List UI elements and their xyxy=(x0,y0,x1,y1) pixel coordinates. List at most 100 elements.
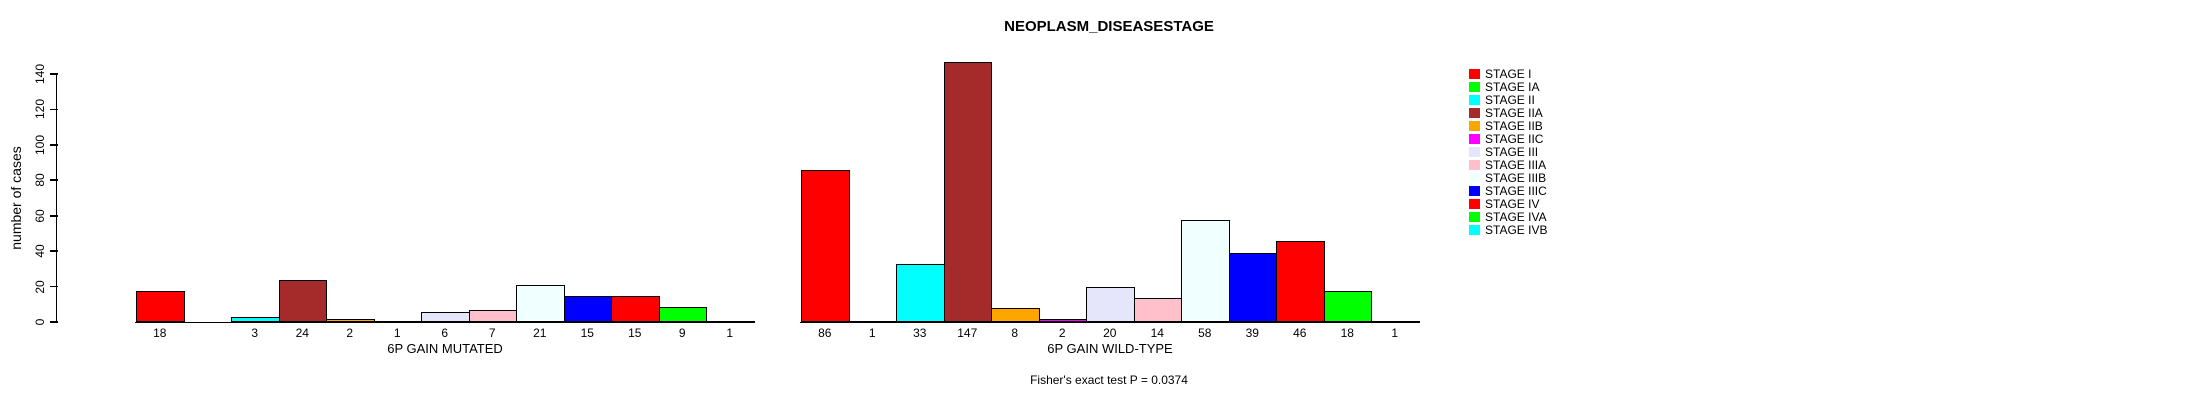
legend-label: STAGE III xyxy=(1485,144,1539,159)
bar-stage-iic xyxy=(373,320,422,323)
legend-label: STAGE IA xyxy=(1485,79,1540,94)
bar-stage-iii xyxy=(1086,287,1135,323)
legend-swatch-stage-iia xyxy=(1469,107,1480,118)
bar-count-label: 15 xyxy=(628,326,642,340)
legend-label: STAGE IIA xyxy=(1485,105,1543,120)
y-axis-tick-label: 120 xyxy=(33,99,47,120)
bar-stage-ia xyxy=(848,320,897,323)
group-label-wild-type: 6P GAIN WILD-TYPE xyxy=(1047,341,1173,356)
y-axis-tick xyxy=(49,108,58,111)
y-axis-tick xyxy=(49,179,58,182)
legend-label: STAGE IIIB xyxy=(1485,170,1547,185)
bar-count-label: 2 xyxy=(346,326,354,340)
bar-stage-i xyxy=(136,290,185,323)
bar-stage-iia xyxy=(943,62,992,323)
legend-label: STAGE IIB xyxy=(1485,118,1543,133)
legend-label: STAGE IIC xyxy=(1485,131,1544,146)
bar-count-label: 39 xyxy=(1245,326,1259,340)
bar-count-label: 58 xyxy=(1198,326,1212,340)
bar-stage-i xyxy=(801,170,850,323)
bar-count-label: 14 xyxy=(1150,326,1164,340)
bar-count-label: 8 xyxy=(1011,326,1019,340)
bar-stage-ii xyxy=(231,317,280,323)
y-axis-tick-label: 60 xyxy=(33,209,47,223)
legend-swatch-stage-iic xyxy=(1469,133,1480,144)
legend-swatch-stage-iiic xyxy=(1469,185,1480,196)
legend-swatch-stage-iva xyxy=(1469,211,1480,222)
bar-count-label: 3 xyxy=(251,326,259,340)
legend-item: STAGE IV xyxy=(1469,197,1547,210)
bar-count-label: 7 xyxy=(488,326,496,340)
bar-stage-ivb xyxy=(706,320,755,323)
legend-swatch-stage-ia xyxy=(1469,81,1480,92)
legend-label: STAGE IIIA xyxy=(1485,157,1547,172)
bar-count-label: 147 xyxy=(957,326,978,340)
y-axis-tick-label: 100 xyxy=(33,134,47,155)
y-axis-tick-label: 40 xyxy=(33,244,47,258)
bar-count-label: 86 xyxy=(818,326,832,340)
bar-stage-iiib xyxy=(516,285,565,323)
legend-item: STAGE IIIC xyxy=(1469,184,1547,197)
bar-count-label: 18 xyxy=(153,326,167,340)
bar-stage-iva xyxy=(658,306,707,323)
y-axis-tick xyxy=(49,144,58,146)
bar-stage-iiic xyxy=(1228,253,1277,323)
legend-swatch-stage-ivb xyxy=(1469,224,1480,235)
legend-swatch-stage-iiib xyxy=(1469,172,1480,183)
legend-swatch-stage-iii xyxy=(1469,146,1480,157)
bar-count-label: 24 xyxy=(295,326,309,340)
fisher-test-annotation: Fisher's exact test P = 0.0374 xyxy=(1030,373,1188,387)
legend-swatch-stage-i xyxy=(1469,68,1480,79)
legend-swatch-stage-iiia xyxy=(1469,159,1480,170)
y-axis-tick-label: 80 xyxy=(33,173,47,187)
bar-stage-iia xyxy=(278,279,327,323)
y-axis-line xyxy=(55,74,58,322)
legend-item: STAGE IA xyxy=(1469,80,1547,93)
bar-count-label: 6 xyxy=(441,326,449,340)
bar-stage-iib xyxy=(326,318,375,323)
legend-item: STAGE II xyxy=(1469,93,1547,106)
y-axis-tick xyxy=(49,321,58,323)
legend-item: STAGE IIA xyxy=(1469,106,1547,119)
bar-stage-iv xyxy=(611,295,660,323)
legend-label: STAGE IIIC xyxy=(1485,183,1547,198)
group-label-mutated: 6P GAIN MUTATED xyxy=(387,341,503,356)
legend-label: STAGE IVA xyxy=(1485,209,1547,224)
legend-item: STAGE IIIA xyxy=(1469,158,1547,171)
legend-swatch-stage-iv xyxy=(1469,198,1480,209)
bar-count-label: 46 xyxy=(1293,326,1307,340)
bar-count-label: 21 xyxy=(533,326,547,340)
bar-count-label: 9 xyxy=(678,326,686,340)
bar-count-label: 20 xyxy=(1103,326,1117,340)
bar-stage-iiia xyxy=(468,310,517,323)
bar-count-label: 15 xyxy=(580,326,594,340)
bar-stage-iva xyxy=(1323,290,1372,323)
legend-label: STAGE IV xyxy=(1485,196,1540,211)
bar-stage-iii xyxy=(421,311,470,323)
y-axis-label: number of cases xyxy=(8,146,24,250)
bar-count-label: 1 xyxy=(1391,326,1399,340)
y-axis-tick xyxy=(49,250,58,252)
bar-count-label: 1 xyxy=(393,326,401,340)
legend-swatch-stage-iib xyxy=(1469,120,1480,131)
legend-item: STAGE IVB xyxy=(1469,223,1547,236)
legend-label: STAGE IVB xyxy=(1485,222,1548,237)
y-axis-tick xyxy=(49,285,58,288)
legend: STAGE I STAGE IA STAGE II STAGE IIA STAGE II… xyxy=(1469,67,1547,236)
legend-swatch-stage-ii xyxy=(1469,94,1480,105)
bar-count-label: 33 xyxy=(913,326,927,340)
bar-stage-ivb xyxy=(1371,320,1420,323)
legend-label: STAGE I xyxy=(1485,66,1532,81)
bar-stage-ii xyxy=(896,264,945,323)
legend-item: STAGE I xyxy=(1469,67,1547,80)
bar-count-label: 1 xyxy=(726,326,734,340)
bar-stage-iiic xyxy=(563,295,612,323)
y-axis-tick-label: 0 xyxy=(33,318,47,326)
bar-stage-iib xyxy=(991,308,1040,323)
y-axis-tick-label: 20 xyxy=(33,279,47,294)
y-axis-tick xyxy=(49,73,58,75)
bar-stage-iiib xyxy=(1181,219,1230,323)
legend-item: STAGE III xyxy=(1469,145,1547,158)
legend-item: STAGE IVA xyxy=(1469,210,1547,223)
